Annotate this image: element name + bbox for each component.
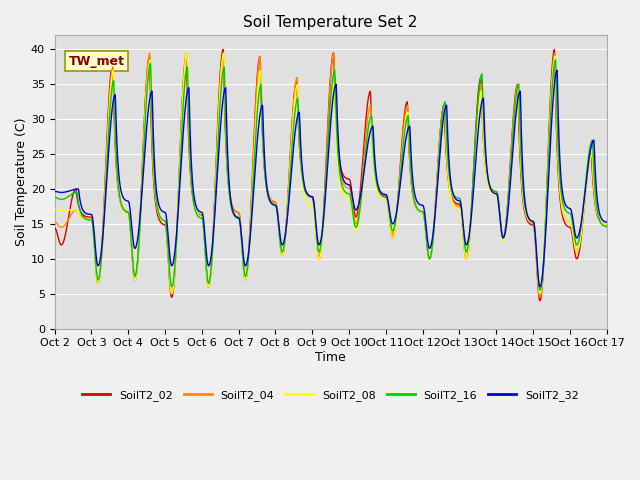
Title: Soil Temperature Set 2: Soil Temperature Set 2 bbox=[243, 15, 418, 30]
Text: TW_met: TW_met bbox=[68, 55, 124, 68]
Legend: SoilT2_02, SoilT2_04, SoilT2_08, SoilT2_16, SoilT2_32: SoilT2_02, SoilT2_04, SoilT2_08, SoilT2_… bbox=[78, 385, 583, 405]
Y-axis label: Soil Temperature (C): Soil Temperature (C) bbox=[15, 118, 28, 246]
X-axis label: Time: Time bbox=[316, 351, 346, 364]
